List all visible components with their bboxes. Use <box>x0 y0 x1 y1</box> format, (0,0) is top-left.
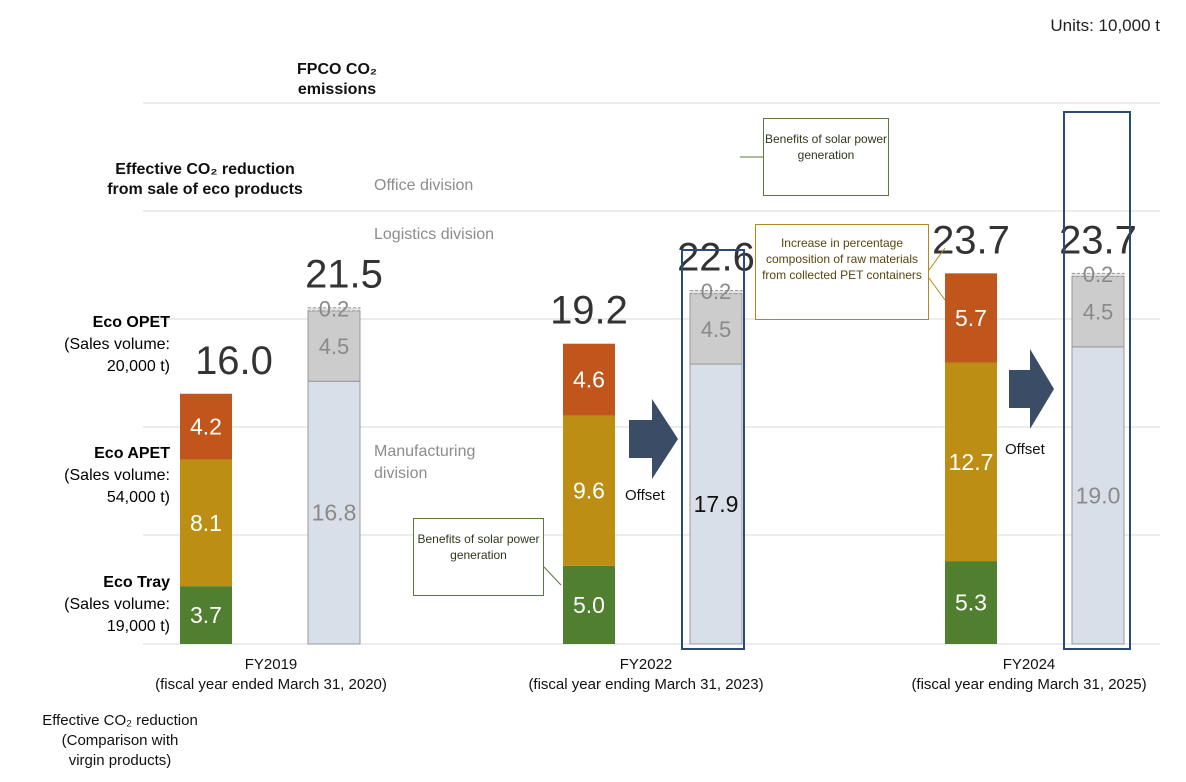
logistics-division-label: Logistics division <box>374 226 495 243</box>
bottom-note-line1: Effective CO₂ reduction <box>42 712 198 729</box>
units-label: Units: 10,000 t <box>1050 16 1160 35</box>
value-label-FY2022-0: 5.0 <box>573 592 605 618</box>
manufacturing-division-label-2: division <box>374 465 428 482</box>
bar-FY2019-eco-tray <box>180 586 232 644</box>
legend-tray-name: Eco Tray <box>103 574 170 591</box>
bar-FY2019-manufacturing-division <box>307 380 361 645</box>
value-label-FY2022-em-0: 17.9 <box>694 491 739 517</box>
value-label-FY2024-1: 12.7 <box>949 449 994 475</box>
bar-FY2024-eco-opet <box>945 273 997 363</box>
bar-FY2024-manufacturing-division <box>1071 346 1125 645</box>
total-label-emissions-FY2019: 21.5 <box>305 253 383 297</box>
bar-FY2022-eco-tray <box>563 565 615 644</box>
value-label-FY2022-em-1: 4.5 <box>701 317 732 342</box>
bar-FY2024-eco-tray <box>945 561 997 644</box>
effective-reduction-title: Effective CO₂ reduction from sale of eco… <box>107 161 303 198</box>
legend-opet-volume: 20,000 t) <box>106 358 170 375</box>
bar-FY2022-logistics-division <box>689 293 743 365</box>
offset-label-fy2024: Offset <box>1005 441 1045 458</box>
fy2024-label: FY2024 <box>1002 656 1056 673</box>
offset-arrow-fy2024 <box>1009 349 1054 429</box>
callout-leader-raw-1 <box>928 247 946 271</box>
legend-tray-detail: (Sales volume: <box>64 596 170 613</box>
legend-apet-volume: 54,000 t) <box>106 489 170 506</box>
bar-FY2022-eco-apet <box>563 415 615 566</box>
total-label-reduction-FY2024: 23.7 <box>932 218 1010 262</box>
total-label-emissions-FY2024: 23.7 <box>1059 218 1137 262</box>
bar-FY2022-eco-opet <box>563 343 615 416</box>
bottom-note-line2: (Comparison with <box>61 732 179 749</box>
total-label-reduction-FY2019: 16.0 <box>195 339 273 383</box>
bar-FY2019-eco-opet <box>180 393 232 460</box>
raw-materials-callout: Increase in percentage composition of ra… <box>755 224 929 320</box>
value-label-FY2019-em-2: 0.2 <box>319 296 350 321</box>
value-label-FY2024-2: 5.7 <box>955 305 987 331</box>
bar-FY2024-eco-apet <box>945 362 997 562</box>
value-label-FY2019-em-0: 16.8 <box>312 500 357 526</box>
value-label-FY2022-1: 9.6 <box>573 478 605 504</box>
bar-FY2022-office-division <box>689 290 743 295</box>
bar-FY2019-eco-apet <box>180 459 232 587</box>
fy2019-label: FY2019 <box>244 656 298 673</box>
legend-apet-name: Eco APET <box>94 445 170 462</box>
fy2019-sublabel: (fiscal year ended March 31, 2020) <box>155 676 387 693</box>
value-label-FY2024-em-0: 19.0 <box>1076 482 1121 508</box>
legend-apet-detail: (Sales volume: <box>64 467 170 484</box>
value-label-FY2024-em-2: 0.2 <box>1083 262 1114 287</box>
bar-FY2022-manufacturing-division <box>689 363 743 645</box>
value-label-FY2019-em-1: 4.5 <box>319 334 350 359</box>
total-label-emissions-FY2022: 22.6 <box>677 236 755 280</box>
legend-opet-detail: (Sales volume: <box>64 336 170 353</box>
value-label-FY2019-2: 4.2 <box>190 414 222 440</box>
value-label-FY2022-2: 4.6 <box>573 367 605 393</box>
bar-FY2019-office-division <box>307 307 361 312</box>
bottom-note-line3: virgin products) <box>68 752 172 769</box>
value-label-FY2022-em-2: 0.2 <box>701 279 732 304</box>
value-label-FY2019-0: 3.7 <box>190 602 222 628</box>
fy2022-sublabel: (fiscal year ending March 31, 2023) <box>528 676 764 693</box>
fy2022-label: FY2022 <box>619 656 673 673</box>
callout-leader-solar-1 <box>543 566 562 586</box>
bar-FY2024-office-division <box>1071 272 1125 277</box>
fy2024-sublabel: (fiscal year ending March 31, 2025) <box>911 676 1147 693</box>
offset-label-fy2022: Offset <box>625 487 665 504</box>
offset-frame-fy2024 <box>1063 111 1131 650</box>
fpco-emissions-title: FPCO CO₂ emissions <box>297 61 377 98</box>
legend-opet-name: Eco OPET <box>92 314 170 331</box>
office-division-label: Office division <box>374 177 474 194</box>
value-label-FY2024-0: 5.3 <box>955 590 987 616</box>
value-label-FY2019-1: 8.1 <box>190 510 222 536</box>
solar-callout-fy2022-top: Benefits of solar power generation <box>763 118 889 196</box>
value-label-FY2024-em-1: 4.5 <box>1083 300 1114 325</box>
offset-frame-fy2022 <box>681 249 745 650</box>
legend-tray-volume: 19,000 t) <box>106 618 170 635</box>
bar-FY2019-logistics-division <box>307 310 361 382</box>
callout-leader-raw-2 <box>928 277 946 301</box>
solar-callout-fy2022: Benefits of solar power generation <box>413 518 544 596</box>
total-label-reduction-FY2022: 19.2 <box>550 289 628 333</box>
offset-arrow-fy2022 <box>629 399 678 479</box>
manufacturing-division-label: Manufacturing <box>374 443 476 460</box>
